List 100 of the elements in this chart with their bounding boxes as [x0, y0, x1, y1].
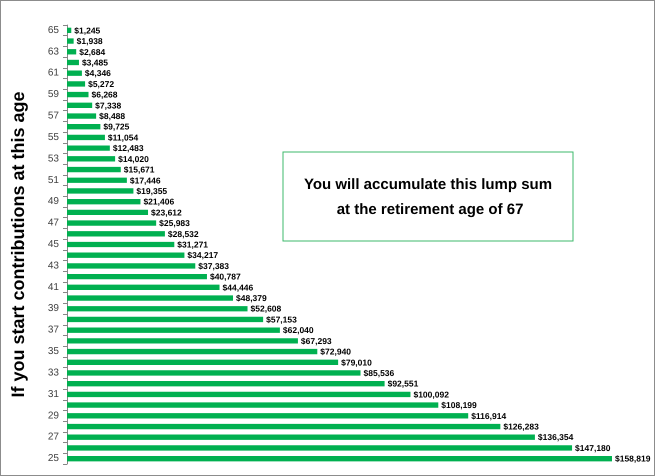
data-label: $108,199	[441, 400, 478, 410]
bar	[67, 445, 572, 451]
bar	[67, 284, 220, 290]
data-label: $21,406	[143, 196, 174, 207]
data-label: $9,725	[103, 122, 130, 132]
data-label: $79,010	[341, 357, 372, 368]
bar	[67, 49, 76, 54]
data-label: $19,355	[136, 186, 168, 196]
data-label: $11,054	[108, 132, 138, 142]
data-label: $34,217	[187, 250, 218, 260]
y-tick-label: 31	[48, 388, 60, 400]
data-label: $158,819	[615, 454, 651, 464]
bar	[67, 60, 79, 66]
data-label: $67,293	[300, 336, 332, 346]
data-label: $52,608	[250, 304, 282, 314]
bar	[67, 392, 410, 398]
bar	[67, 338, 298, 344]
bar	[67, 210, 148, 216]
y-tick-label: 43	[48, 260, 60, 272]
y-tick-label: 45	[48, 239, 60, 250]
bar	[67, 81, 86, 87]
y-tick-label: 41	[48, 282, 60, 293]
y-tick-label: 59	[48, 89, 60, 100]
bar	[67, 381, 385, 386]
bar	[67, 424, 500, 430]
data-label: $6,268	[92, 90, 118, 100]
bar	[67, 145, 110, 151]
data-label: $28,532	[168, 228, 199, 239]
data-label: $37,383	[198, 260, 230, 271]
bar	[67, 263, 196, 269]
data-label: $14,020	[118, 154, 150, 164]
bar	[67, 242, 174, 248]
data-label: $3,485	[82, 57, 108, 68]
y-tick-label: 65	[48, 24, 60, 36]
bar	[67, 456, 612, 462]
data-label: $5,272	[88, 78, 114, 89]
data-label: $147,180	[575, 442, 611, 453]
data-label: $116,914	[471, 410, 506, 421]
y-tick-label: 39	[48, 303, 60, 314]
data-label: $126,283	[503, 422, 540, 432]
bar	[67, 295, 234, 301]
data-label: $48,379	[236, 293, 268, 304]
bar	[67, 134, 105, 140]
bar	[67, 316, 264, 322]
bar	[67, 28, 72, 34]
y-tick-label: 35	[48, 346, 60, 358]
data-label: $57,153	[266, 314, 298, 324]
y-tick-label: 29	[48, 410, 60, 422]
y-tick-label: 61	[48, 68, 60, 79]
bar	[67, 402, 438, 408]
y-tick-label: 25	[48, 453, 60, 464]
bar	[67, 92, 89, 98]
bar	[67, 70, 82, 76]
bar	[67, 38, 74, 44]
data-label: $100,092	[413, 389, 450, 400]
data-label: $72,940	[320, 346, 352, 357]
bar	[67, 370, 361, 376]
bar	[67, 178, 127, 183]
bar	[67, 413, 468, 418]
y-tick-label: 55	[48, 132, 60, 143]
bar	[67, 124, 100, 130]
bar	[67, 198, 140, 204]
bar	[67, 306, 248, 312]
bar	[67, 220, 156, 226]
data-label: $85,536	[364, 368, 395, 378]
data-label: $1,245	[74, 25, 101, 36]
bar	[67, 166, 121, 172]
y-tick-label: 37	[48, 324, 60, 336]
bar	[67, 156, 116, 162]
bar	[67, 113, 96, 119]
data-label: $92,551	[388, 378, 419, 389]
data-label: $25,983	[159, 218, 190, 228]
data-label: $17,446	[130, 175, 161, 186]
data-label: $4,346	[84, 68, 112, 78]
y-tick-label: 53	[48, 153, 60, 164]
data-label: $12,483	[112, 143, 144, 154]
data-label: $31,271	[177, 240, 208, 250]
bar	[67, 348, 318, 354]
bar	[67, 360, 338, 365]
y-tick-label: 57	[48, 110, 60, 122]
y-tick-label: 33	[48, 367, 60, 378]
bar	[67, 274, 207, 280]
bar	[67, 327, 280, 333]
bar	[67, 102, 92, 108]
annotation: You will accumulate this lump sum at the retirement age of 67	[304, 176, 552, 218]
y-axis-title: If you start contributions at this age	[8, 91, 28, 398]
bar	[67, 188, 134, 194]
data-label: $136,354	[538, 432, 574, 442]
bar	[67, 231, 165, 236]
y-tick-label: 49	[48, 196, 60, 208]
data-label: $44,446	[222, 282, 254, 292]
data-label: $1,938	[76, 36, 103, 46]
data-label: $40,787	[210, 272, 241, 282]
data-label: $62,040	[282, 325, 314, 336]
data-label: $23,612	[151, 207, 182, 218]
y-tick-label: 63	[48, 46, 60, 58]
data-label: $2,684	[79, 46, 106, 57]
data-label: $7,338	[95, 100, 122, 110]
bar	[67, 434, 535, 440]
data-label: $15,671	[124, 164, 155, 175]
